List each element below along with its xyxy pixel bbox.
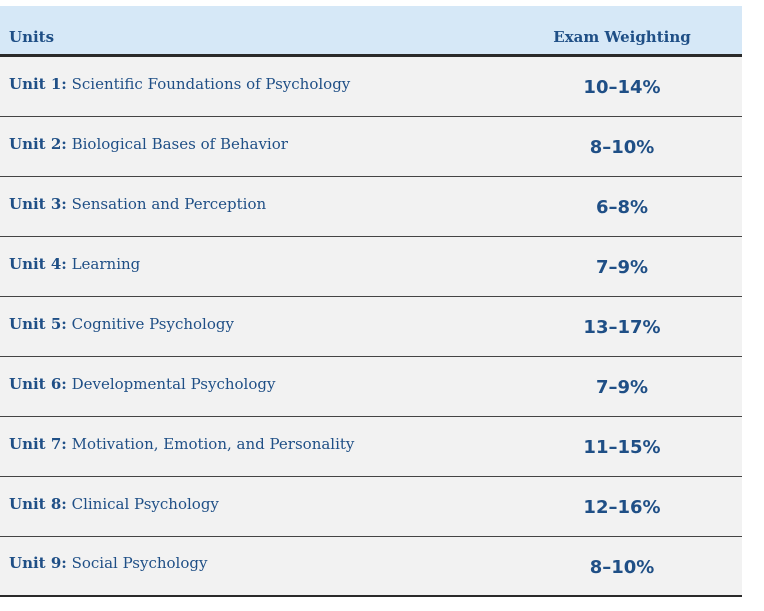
- unit-cell: Unit 6: Developmental Psychology: [0, 375, 502, 393]
- unit-cell: Unit 2: Biological Bases of Behavior: [0, 135, 502, 153]
- table-row: Unit 1: Scientific Foundations of Psycho…: [0, 57, 742, 117]
- table-row: Unit 8: Clinical Psychology 12–16%: [0, 477, 742, 537]
- unit-cell: Unit 4: Learning: [0, 255, 502, 273]
- weight-cell: 10–14%: [583, 77, 661, 98]
- unit-title: Clinical Psychology: [71, 494, 219, 513]
- weight-cell: 11–15%: [583, 437, 661, 458]
- unit-number: Unit 9:: [9, 554, 67, 572]
- unit-cell: Unit 9: Social Psychology: [0, 554, 502, 572]
- exam-weighting-table: Units Exam Weighting Unit 1: Scientific …: [0, 6, 742, 597]
- unit-title: Scientific Foundations of Psychology: [71, 74, 351, 93]
- unit-number: Unit 3:: [9, 194, 67, 213]
- unit-title: Social Psychology: [71, 554, 208, 572]
- weight-cell: 13–17%: [583, 317, 661, 338]
- weight-cell: 6–8%: [595, 197, 649, 218]
- weight-cell: 12–16%: [583, 497, 661, 518]
- unit-cell: Unit 1: Scientific Foundations of Psycho…: [0, 75, 502, 93]
- unit-number: Unit 6:: [9, 374, 67, 393]
- weight-cell: 7–9%: [595, 377, 649, 398]
- table-row: Unit 5: Cognitive Psychology 13–17%: [0, 297, 742, 357]
- weight-cell: 7–9%: [595, 257, 649, 278]
- exam-weighting-column-header: Exam Weighting: [553, 28, 691, 46]
- table-row: Unit 9: Social Psychology 8–10%: [0, 537, 742, 597]
- unit-title: Cognitive Psychology: [71, 314, 234, 333]
- unit-title: Sensation and Perception: [71, 194, 267, 213]
- unit-number: Unit 8:: [9, 494, 67, 513]
- unit-number: Unit 1:: [9, 74, 67, 93]
- table-row: Unit 7: Motivation, Emotion, and Persona…: [0, 417, 742, 477]
- table-header: Units Exam Weighting: [0, 6, 742, 57]
- unit-title: Learning: [71, 254, 141, 273]
- unit-cell: Unit 8: Clinical Psychology: [0, 495, 502, 513]
- unit-number: Unit 5:: [9, 314, 67, 333]
- unit-cell: Unit 5: Cognitive Psychology: [0, 315, 502, 333]
- weight-cell: 8–10%: [589, 556, 655, 578]
- table-row: Unit 3: Sensation and Perception 6–8%: [0, 177, 742, 237]
- unit-cell: Unit 7: Motivation, Emotion, and Persona…: [0, 435, 502, 453]
- table-row: Unit 6: Developmental Psychology 7–9%: [0, 357, 742, 417]
- unit-title: Developmental Psychology: [71, 374, 276, 393]
- table-row: Unit 4: Learning 7–9%: [0, 237, 742, 297]
- unit-number: Unit 4:: [9, 254, 67, 273]
- weight-cell: 8–10%: [589, 137, 655, 158]
- unit-title: Biological Bases of Behavior: [71, 134, 288, 153]
- units-column-header: Units: [9, 28, 55, 46]
- unit-cell: Unit 3: Sensation and Perception: [0, 195, 502, 213]
- unit-title: Motivation, Emotion, and Personality: [71, 434, 355, 453]
- unit-number: Unit 2:: [9, 134, 67, 153]
- table-row: Unit 2: Biological Bases of Behavior 8–1…: [0, 117, 742, 177]
- unit-number: Unit 7:: [9, 434, 67, 453]
